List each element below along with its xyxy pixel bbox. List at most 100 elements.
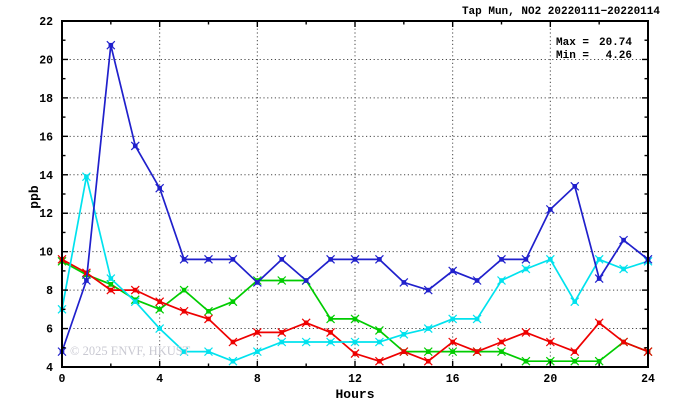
blue-series-marker xyxy=(423,285,433,295)
red-series-marker xyxy=(399,347,409,357)
cyan-series-marker xyxy=(350,337,360,347)
red-series-marker xyxy=(521,327,531,337)
blue-series-marker xyxy=(497,254,506,264)
marker-cross xyxy=(448,347,458,357)
y-tick-label: 14 xyxy=(39,170,53,183)
marker-cross xyxy=(619,337,629,347)
blue-series-marker xyxy=(252,277,262,287)
marker-cross xyxy=(301,337,311,347)
marker-cross xyxy=(374,326,384,335)
red-series-marker xyxy=(179,306,189,316)
x-tick-label: 0 xyxy=(59,373,66,386)
marker-cross xyxy=(448,314,458,324)
y-tick-label: 12 xyxy=(39,208,53,221)
marker-cross xyxy=(423,324,433,333)
blue-series-marker xyxy=(619,235,629,245)
marker-cross xyxy=(155,183,165,193)
blue-series-marker xyxy=(228,254,238,264)
red-series-marker xyxy=(252,327,262,337)
y-tick-label: 10 xyxy=(39,247,53,260)
cyan-series-marker xyxy=(619,264,629,274)
marker-cross xyxy=(228,254,238,264)
marker-cross xyxy=(423,356,433,366)
blue-series-marker xyxy=(179,254,189,264)
y-tick-label: 8 xyxy=(46,285,53,298)
cyan-series-marker xyxy=(472,314,482,324)
chart-title: Tap Mun, NO2 20220111−20220114 xyxy=(462,6,660,18)
marker-cross xyxy=(545,204,555,214)
marker-cross xyxy=(399,329,409,339)
marker-cross xyxy=(619,235,629,245)
plot-frame xyxy=(61,20,649,368)
marker-cross xyxy=(521,327,531,337)
marker-cross xyxy=(228,297,238,307)
red-series-marker xyxy=(155,297,165,307)
blue-series-marker xyxy=(448,266,458,276)
cyan-series-marker xyxy=(106,274,116,284)
x-tick-label: 4 xyxy=(156,373,163,386)
green-series-marker xyxy=(497,347,506,357)
cyan-series-marker xyxy=(374,337,384,347)
marker-cross xyxy=(594,274,604,284)
y-axis-label: ppb xyxy=(27,185,42,209)
green-series-marker xyxy=(350,314,360,324)
x-tick-label: 20 xyxy=(543,373,557,386)
marker-cross xyxy=(252,347,262,357)
marker-cross xyxy=(155,324,165,333)
green-series-marker xyxy=(448,347,458,357)
marker-cross xyxy=(252,327,262,337)
marker-cross xyxy=(301,276,311,285)
grid-layer xyxy=(62,21,648,367)
marker-cross xyxy=(228,337,238,347)
marker-cross xyxy=(497,276,506,285)
x-tick-label: 24 xyxy=(641,373,655,386)
blue-series-marker xyxy=(81,276,91,285)
green-series-marker xyxy=(179,285,189,295)
min-annotation-label: Min = xyxy=(556,50,589,62)
cyan-series-marker xyxy=(81,172,91,182)
blue-series-marker xyxy=(204,254,213,264)
green-series-marker xyxy=(570,356,580,366)
cyan-series-marker xyxy=(228,356,238,366)
red-series-marker xyxy=(619,337,629,347)
marker-cross xyxy=(350,337,360,347)
marker-cross xyxy=(521,356,531,366)
green-series-marker xyxy=(228,297,238,307)
marker-cross xyxy=(106,40,116,50)
max-annotation-value: 20.74 xyxy=(599,37,632,49)
red-series-marker xyxy=(228,337,238,347)
y-tick-label: 4 xyxy=(46,362,53,375)
marker-cross xyxy=(448,266,458,276)
marker-cross xyxy=(521,264,531,274)
blue-series-marker xyxy=(350,254,360,264)
cyan-series-marker xyxy=(423,324,433,333)
marker-cross xyxy=(472,276,482,285)
marker-cross xyxy=(619,264,629,274)
cyan-series-marker xyxy=(399,329,409,339)
axes-layer xyxy=(61,20,649,368)
marker-cross xyxy=(472,314,482,324)
y-tick-label: 16 xyxy=(39,131,53,144)
marker-cross xyxy=(399,347,409,357)
marker-cross xyxy=(326,314,336,324)
green-series-marker xyxy=(423,347,433,357)
marker-cross xyxy=(155,304,165,314)
marker-cross xyxy=(350,349,360,358)
blue-series-marker xyxy=(155,183,165,193)
x-axis-label: Hours xyxy=(335,387,374,402)
x-tick-label: 12 xyxy=(348,373,362,386)
marker-cross xyxy=(497,254,506,264)
marker-cross xyxy=(374,337,384,347)
marker-cross xyxy=(374,356,384,366)
red-series-marker xyxy=(106,285,116,295)
cyan-series-marker xyxy=(326,337,336,347)
cyan-series-marker xyxy=(594,254,604,264)
y-tick-label: 22 xyxy=(39,16,53,29)
marker-cross xyxy=(594,318,604,328)
red-series-marker xyxy=(350,349,360,358)
marker-cross xyxy=(277,254,287,264)
marker-cross xyxy=(179,285,189,295)
cyan-series-marker xyxy=(545,254,555,264)
